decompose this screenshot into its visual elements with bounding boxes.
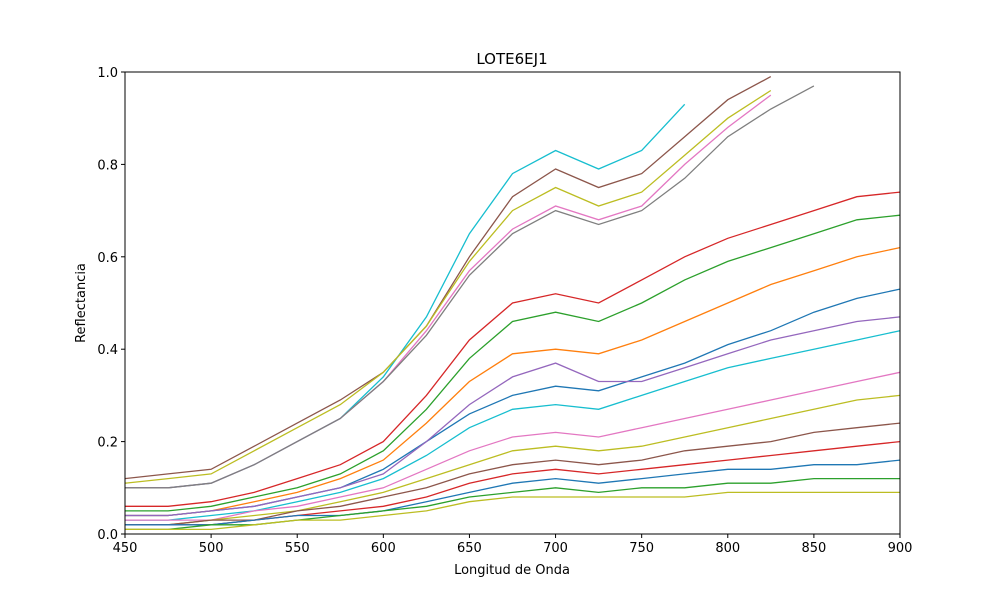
spectrum-line: [125, 316, 900, 517]
y-tick-label: 0.6: [97, 251, 118, 266]
x-tick-label: 550: [285, 541, 310, 556]
x-tick-label: 500: [199, 541, 224, 556]
x-tick-label: 900: [888, 541, 913, 556]
spectrum-line: [125, 191, 900, 507]
y-tick-label: 0.8: [97, 158, 118, 173]
spectrum-line: [125, 246, 900, 517]
x-axis-label: Longitud de Onda: [454, 563, 570, 578]
y-tick-label: 1.0: [97, 66, 118, 81]
x-tick-label: 650: [457, 541, 482, 556]
spectrum-line: [125, 85, 815, 489]
spectrum-line: [125, 491, 900, 531]
y-axis-label: Reflectancia: [74, 263, 89, 343]
spectrum-line: [125, 330, 900, 521]
spectrum-line: [125, 214, 900, 512]
y-tick-label: 0.2: [97, 436, 118, 451]
y-tick-label: 0.0: [97, 528, 118, 543]
spectrum-line: [125, 89, 772, 484]
spectrum-line: [125, 76, 772, 480]
plot-area: [125, 76, 900, 531]
spectrum-line: [125, 459, 900, 526]
y-tick-label: 0.4: [97, 343, 118, 358]
x-tick-label: 800: [715, 541, 740, 556]
spectrum-line: [125, 394, 900, 526]
x-tick-label: 750: [629, 541, 654, 556]
chart-title: LOTE6EJ1: [476, 50, 547, 68]
axes-frame: [124, 71, 901, 535]
spectrum-line: [125, 371, 900, 521]
x-tick-label: 850: [801, 541, 826, 556]
x-tick-label: 450: [113, 541, 138, 556]
x-tick-label: 600: [371, 541, 396, 556]
x-tick-label: 700: [543, 541, 568, 556]
